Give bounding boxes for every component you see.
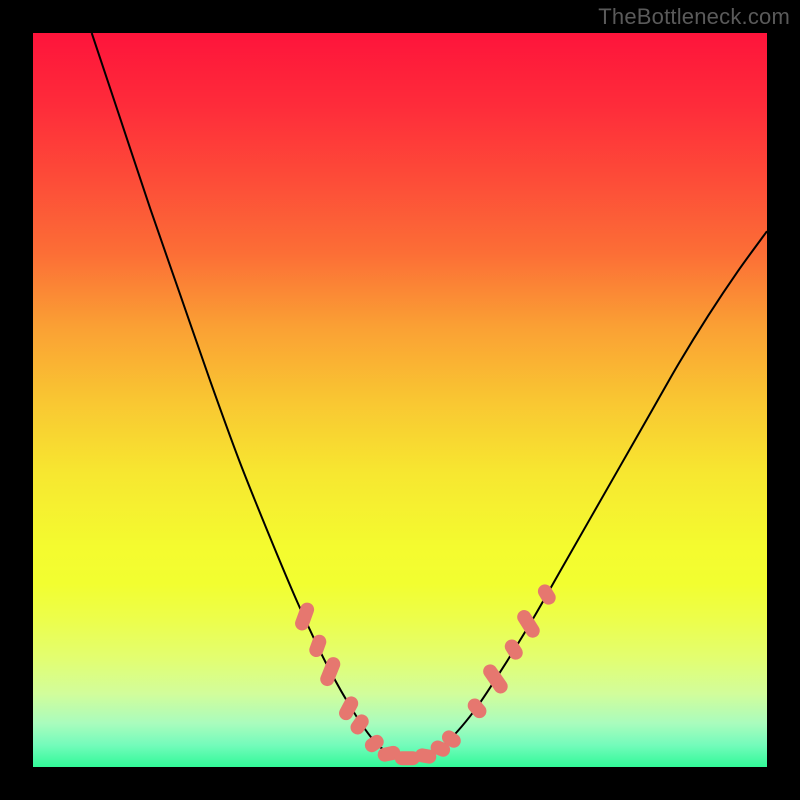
bottleneck-chart-svg (33, 33, 767, 767)
watermark-text: TheBottleneck.com (598, 4, 790, 30)
chart-frame: TheBottleneck.com (0, 0, 800, 800)
plot-area (33, 33, 767, 767)
